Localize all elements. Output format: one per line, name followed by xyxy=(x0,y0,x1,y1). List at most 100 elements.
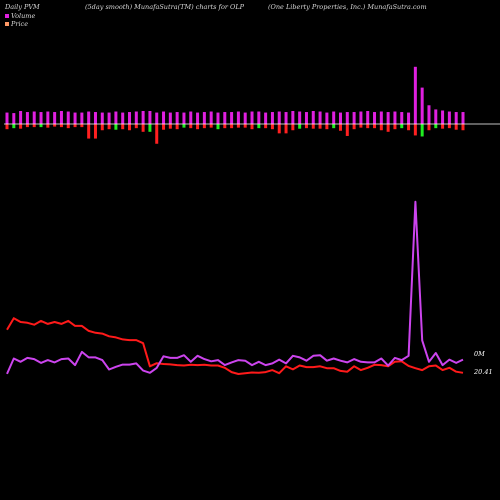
volume-bar-down xyxy=(441,124,445,129)
volume-bar-up xyxy=(257,111,261,124)
volume-bar-down xyxy=(175,124,179,130)
volume-bar-up xyxy=(352,112,356,124)
volume-bar-down xyxy=(141,124,145,132)
volume-bar-down xyxy=(5,124,9,130)
volume-bar-down xyxy=(121,124,125,130)
volume-bar-up xyxy=(114,111,118,124)
volume-bar-green xyxy=(182,124,186,128)
volume-bar-down xyxy=(46,124,50,128)
volume-bar-down xyxy=(25,124,29,128)
volume-bar-up xyxy=(5,112,9,124)
price-end-label: 20.41 xyxy=(474,368,493,376)
volume-bar-down xyxy=(407,124,411,131)
volume-bar-down xyxy=(304,124,308,129)
volume-bar-up xyxy=(318,111,322,124)
volume-bar-down xyxy=(87,124,91,139)
volume-bar-down xyxy=(461,124,465,131)
volume-bar-up xyxy=(243,112,247,124)
volume-bar-down xyxy=(19,124,23,129)
volume-bar-up xyxy=(420,87,424,124)
volume-bar-up xyxy=(400,112,404,124)
volume-bar-down xyxy=(134,124,138,129)
volume-bar-down xyxy=(379,124,383,131)
volume-bar-up xyxy=(196,112,200,124)
volume-bar-down xyxy=(393,124,397,130)
volume-bar-up xyxy=(134,111,138,124)
volume-bar-up xyxy=(189,111,193,124)
volume-bar-down xyxy=(209,124,213,128)
volume-bar-down xyxy=(345,124,349,136)
volume-bar-down xyxy=(311,124,315,129)
legend-volume: Volume xyxy=(5,12,35,20)
volume-bar-up xyxy=(325,112,329,124)
volume-bar-up xyxy=(39,112,43,124)
volume-bar-up xyxy=(19,111,23,124)
volume-bar-green xyxy=(332,124,336,129)
volume-bar-down xyxy=(352,124,356,130)
volume-bar-up xyxy=(202,112,206,124)
volume-bar-up xyxy=(413,66,417,124)
volume-bar-down xyxy=(100,124,104,131)
volume-bar-down xyxy=(223,124,227,129)
volume-bar-down xyxy=(413,124,417,136)
volume-bar-down xyxy=(32,124,36,128)
volume-bar-up xyxy=(270,112,274,124)
volume-bar-down xyxy=(168,124,172,129)
volume-bar-green xyxy=(400,124,404,129)
volume-bar-down xyxy=(338,124,342,131)
volume-bar-up xyxy=(175,112,179,124)
volume-bar-down xyxy=(93,124,97,139)
volume-bar-green xyxy=(216,124,220,130)
volume-bar-up xyxy=(230,112,234,124)
volume-bar-down xyxy=(447,124,451,129)
volume-bar-up xyxy=(366,111,370,124)
volume-bar-down xyxy=(243,124,247,128)
volume-bar-down xyxy=(59,124,63,128)
volume-bar-down xyxy=(264,124,268,129)
volume-bar-up xyxy=(434,109,438,124)
volume-bar-up xyxy=(87,111,91,124)
volume-bar-up xyxy=(59,111,63,124)
volume-bar-up xyxy=(332,111,336,124)
volume-bar-up xyxy=(345,112,349,124)
volume-bar-up xyxy=(100,112,104,124)
volume-bar-up xyxy=(373,112,377,124)
chart-header-right: (One Liberty Properties, Inc.) MunafaSut… xyxy=(268,3,427,11)
volume-bar-up xyxy=(155,112,159,124)
volume-bar-up xyxy=(250,111,254,124)
volume-bar-up xyxy=(141,111,145,124)
legend-volume-swatch xyxy=(5,14,9,18)
volume-bar-up xyxy=(223,112,227,124)
volume-bar-up xyxy=(25,112,29,124)
volume-bar-up xyxy=(73,112,77,124)
volume-bar-green xyxy=(257,124,261,129)
volume-bar-up xyxy=(291,111,295,124)
legend-price: Price xyxy=(5,20,28,28)
volume-bar-green xyxy=(12,124,16,129)
volume-bar-green xyxy=(39,124,43,128)
volume-bar-up xyxy=(66,111,70,124)
volume-bar-down xyxy=(230,124,234,129)
volume-bar-down xyxy=(66,124,70,129)
volume-bar-down xyxy=(366,124,370,129)
volume-bar-down xyxy=(386,124,390,132)
volume-bar-down xyxy=(53,124,57,127)
volume-bar-up xyxy=(148,111,152,124)
volume-bar-up xyxy=(209,111,213,124)
volume-bar-up xyxy=(284,112,288,124)
volume-bars xyxy=(5,66,465,144)
volume-bar-up xyxy=(162,111,166,124)
volume-bar-up xyxy=(447,111,451,124)
volume-line xyxy=(6,200,464,375)
volume-bar-up xyxy=(168,112,172,124)
volume-bar-down xyxy=(250,124,254,130)
volume-bar-up xyxy=(264,112,268,124)
volume-bar-up xyxy=(182,112,186,124)
chart-header-left: Daily PVM xyxy=(5,3,40,11)
volume-bar-up xyxy=(12,113,16,124)
volume-bar-down xyxy=(107,124,111,130)
volume-bar-up xyxy=(393,111,397,124)
volume-bar-green xyxy=(148,124,152,132)
volume-bar-green xyxy=(114,124,118,130)
